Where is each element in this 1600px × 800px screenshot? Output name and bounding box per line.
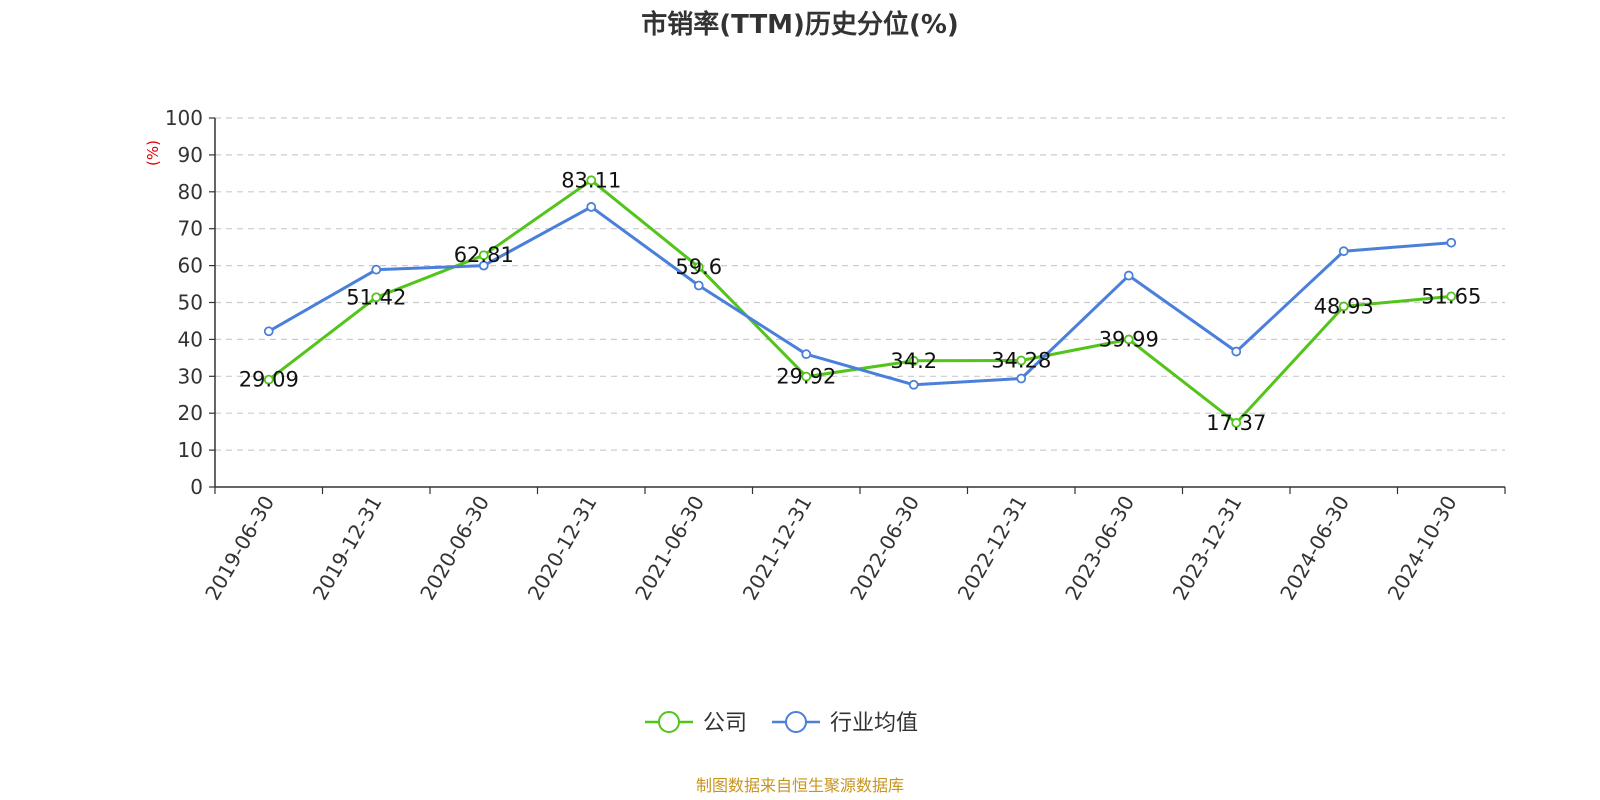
series-0-point[interactable] [1123,334,1134,345]
x-tick-label: 2023-06-30 [1060,492,1139,605]
y-tick-label: 70 [178,217,203,241]
y-tick-label: 40 [178,327,203,351]
series-0-point[interactable] [263,374,274,385]
series-0-point[interactable] [1446,291,1457,302]
data-label: 17.37 [1206,411,1266,435]
legend-label: 行业均值 [830,711,918,736]
data-labels: 29.09 51.42 62.81 83.11 59.6 29.92 34.2 34.28 39… [239,168,1482,435]
x-tick-label: 2023-12-31 [1168,492,1247,605]
data-label: 34.28 [991,349,1051,373]
data-label: 83.11 [561,168,621,192]
legend-item-0[interactable]: 公司 [645,711,747,736]
series-1-point[interactable] [586,202,597,212]
y-tick-label: 90 [178,143,203,167]
x-tick-label: 2024-10-30 [1383,492,1462,605]
data-label: 51.42 [346,285,406,309]
y-tick-label: 10 [178,438,203,462]
x-tick-label: 2019-12-31 [308,492,387,605]
series-0-point[interactable] [1231,418,1242,428]
x-tick-label: 2024-06-30 [1275,492,1354,605]
series-1-point[interactable] [908,379,919,390]
series-1-point[interactable] [371,264,382,275]
series-1-point[interactable] [1338,246,1349,257]
data-label: 34.2 [890,349,937,373]
x-tick-label: 2021-12-31 [738,492,817,605]
series-0-point[interactable] [1338,301,1349,312]
x-tick-label: 2021-06-30 [630,492,709,605]
data-label: 29.09 [239,368,299,392]
data-label: 59.6 [675,255,722,279]
x-tick-label: 2022-06-30 [845,492,924,605]
series-1-point[interactable] [1446,237,1457,248]
data-label: 62.81 [454,243,514,267]
axes: 0 10 20 30 40 50 60 70 80 90 100 2019-06-30 2019-12-… [165,106,1506,605]
series-1-point[interactable] [1123,270,1134,281]
y-tick-label: 0 [190,475,203,499]
y-tick-label: 100 [165,106,203,130]
series-0-point[interactable] [478,250,489,261]
series-1-point[interactable] [801,349,812,360]
series-0-point[interactable] [908,355,919,366]
y-tick-label: 60 [178,254,203,278]
y-axis-label: (%) [144,140,162,166]
y-tick-label: 20 [178,401,203,425]
legend-marker [785,711,807,733]
series-0-point[interactable] [693,262,704,272]
series-0-point[interactable] [586,175,597,186]
series-0-point[interactable] [801,371,812,382]
data-label: 48.93 [1314,294,1374,318]
series-1-point[interactable] [478,260,489,271]
x-tick-label: 2020-12-31 [523,492,602,605]
series-1-point[interactable] [693,280,704,291]
series-1-point[interactable] [1231,346,1242,357]
legend-label: 公司 [703,711,747,736]
data-label: 39.99 [1099,327,1159,351]
x-tick-label: 2019-06-30 [200,492,279,605]
y-tick-label: 80 [178,180,203,204]
legend[interactable]: 公司 行业均值 [645,711,918,736]
series-line-0 [267,178,1452,425]
chart-title: 市销率(TTM)历史分位(%) [641,9,959,40]
series-1-point[interactable] [1016,373,1027,384]
grid-lines [215,117,1505,451]
data-label: 51.65 [1421,284,1481,308]
data-label: 29.92 [776,365,836,389]
legend-marker [658,711,680,733]
series-group [263,175,1457,428]
x-tick-label: 2020-06-30 [415,492,494,605]
series-1-point[interactable] [263,326,274,337]
source-note: 制图数据来自恒生聚源数据库 [696,776,904,795]
series-0-point[interactable] [371,292,382,303]
x-tick-label: 2022-12-31 [953,492,1032,605]
y-tick-label: 30 [178,364,203,388]
legend-item-1[interactable]: 行业均值 [772,711,918,736]
series-line-1 [268,205,1452,387]
series-0-point[interactable] [1016,355,1027,366]
y-tick-label: 50 [178,291,203,315]
